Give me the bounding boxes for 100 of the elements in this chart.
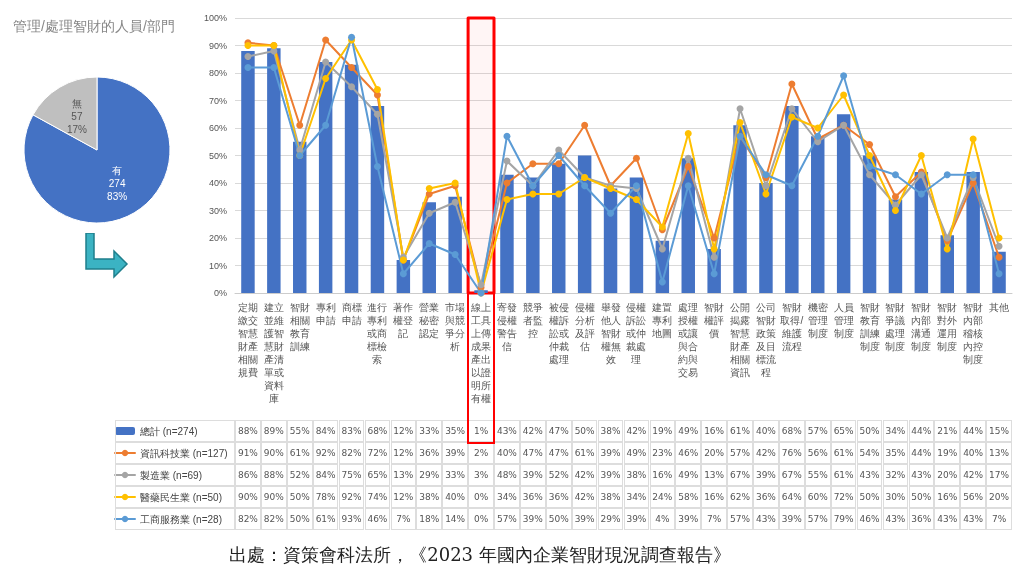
- x-tick-label: 建立並維護智慧財產清單或資料庫: [262, 302, 284, 404]
- data-label: 38%: [597, 486, 624, 508]
- data-label: 40%: [442, 486, 468, 508]
- data-label: 61%: [727, 420, 753, 442]
- data-label: 43%: [753, 508, 779, 530]
- data-label: 50%: [908, 486, 935, 508]
- data-label: 36%: [908, 508, 935, 530]
- data-label: 46%: [856, 508, 883, 530]
- data-label: 49%: [675, 464, 702, 486]
- data-label: 0%: [468, 486, 494, 508]
- data-label: 43%: [960, 508, 986, 530]
- data-label: 75%: [338, 464, 365, 486]
- data-label: 91%: [235, 442, 261, 464]
- data-label: 61%: [312, 508, 339, 530]
- data-label: 72%: [830, 486, 857, 508]
- x-tick-label: 定期繳交智慧財產相關規費: [236, 302, 258, 378]
- data-label: 82%: [261, 508, 287, 530]
- data-label: 20%: [701, 442, 727, 464]
- data-label: 7%: [701, 508, 727, 530]
- data-label: 43%: [934, 508, 961, 530]
- data-label: 84%: [312, 420, 339, 442]
- legend-label: 工商服務業 (n=28): [140, 513, 222, 525]
- data-label: 92%: [312, 442, 339, 464]
- data-label: 39%: [597, 442, 624, 464]
- data-label: 50%: [286, 508, 313, 530]
- data-label: 88%: [261, 464, 287, 486]
- data-label: 12%: [390, 420, 417, 442]
- data-label: 57%: [494, 508, 520, 530]
- y-tick-label: 80%: [208, 68, 227, 78]
- data-label: 90%: [235, 486, 261, 508]
- data-label: 62%: [727, 486, 753, 508]
- data-label: 49%: [623, 442, 650, 464]
- data-label: 83%: [338, 420, 365, 442]
- data-label: 90%: [261, 486, 287, 508]
- data-label: 50%: [571, 420, 598, 442]
- data-label: 39%: [597, 464, 624, 486]
- data-label: 39%: [520, 508, 546, 530]
- data-label: 54%: [856, 442, 883, 464]
- data-label: 39%: [520, 464, 546, 486]
- data-label: 50%: [545, 508, 572, 530]
- data-label: 20%: [934, 464, 961, 486]
- data-label: 44%: [908, 420, 935, 442]
- y-tick-label: 50%: [208, 150, 227, 161]
- data-label: 12%: [390, 442, 417, 464]
- data-label: 47%: [545, 420, 572, 442]
- data-label: 13%: [701, 464, 727, 486]
- data-label: 88%: [235, 420, 261, 442]
- data-label: 50%: [856, 420, 883, 442]
- data-label: 38%: [623, 464, 650, 486]
- data-label: 43%: [882, 508, 909, 530]
- data-label: 50%: [286, 486, 313, 508]
- legend-label: 總計 (n=274): [139, 425, 198, 437]
- data-label: 60%: [804, 486, 831, 508]
- data-label: 40%: [753, 420, 779, 442]
- data-label: 7%: [390, 508, 417, 530]
- data-label: 32%: [882, 464, 909, 486]
- data-label: 52%: [286, 464, 313, 486]
- data-label: 42%: [753, 442, 779, 464]
- data-label: 29%: [416, 464, 443, 486]
- data-label: 76%: [779, 442, 805, 464]
- y-tick-label: 30%: [208, 205, 227, 216]
- data-label: 42%: [571, 486, 598, 508]
- y-tick-label: 10%: [208, 260, 227, 271]
- x-tick-label: 侵權訴訟或仲裁處理: [626, 302, 647, 365]
- x-tick-label: 智財相關教育訓練: [289, 302, 310, 352]
- data-label: 72%: [364, 442, 391, 464]
- data-label: 44%: [960, 420, 986, 442]
- data-label: 56%: [804, 442, 831, 464]
- data-label: 39%: [675, 508, 702, 530]
- data-label: 65%: [830, 420, 857, 442]
- data-label: 42%: [520, 420, 546, 442]
- data-label: 49%: [675, 420, 702, 442]
- x-tick-label: 進行專利或商標檢索: [367, 302, 388, 365]
- y-tick-label: 70%: [208, 95, 227, 106]
- data-label: 35%: [882, 442, 909, 464]
- chart-title: 管理/處理智財的人員/部門: [13, 18, 175, 34]
- data-label: 39%: [753, 464, 779, 486]
- data-label: 44%: [908, 442, 935, 464]
- data-label: 48%: [494, 464, 520, 486]
- data-label: 57%: [804, 508, 831, 530]
- x-tick-label: 公司智財政策及目標流程: [755, 302, 776, 378]
- x-tick-label: 侵權分析及評估: [574, 302, 595, 352]
- x-tick-label: 線上工具上傳成果產出以證明所有權: [470, 302, 492, 404]
- slice-label: 無: [71, 97, 82, 109]
- data-label: 82%: [235, 508, 261, 530]
- data-label: 7%: [986, 508, 1012, 530]
- data-label: 23%: [649, 442, 676, 464]
- data-label: 50%: [856, 486, 883, 508]
- x-tick-label: 智財內部溝通制度: [911, 302, 932, 352]
- data-label: 68%: [779, 420, 805, 442]
- data-label: 61%: [830, 442, 857, 464]
- data-label: 55%: [804, 464, 831, 486]
- data-label: 24%: [649, 486, 676, 508]
- y-tick-label: 60%: [208, 123, 227, 133]
- data-label: 274 83%: [107, 178, 128, 203]
- data-label: 47%: [545, 442, 572, 464]
- data-label: 56%: [960, 486, 986, 508]
- x-tick-label: 市場與競爭分析: [445, 302, 466, 352]
- y-tick-label: 40%: [208, 178, 227, 188]
- data-label: 38%: [416, 486, 443, 508]
